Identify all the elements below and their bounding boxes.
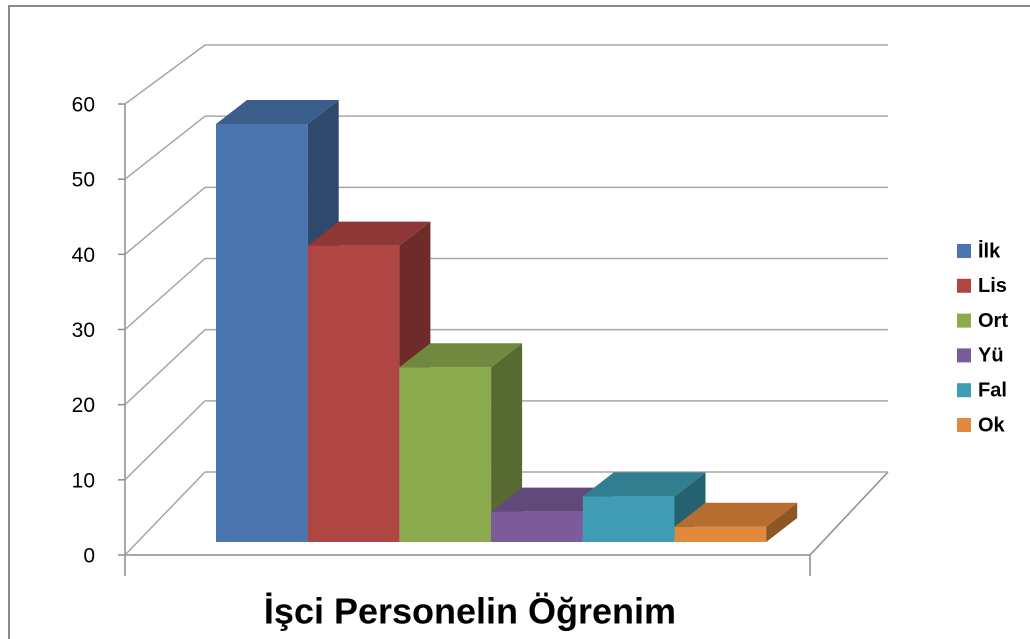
bar-front	[216, 124, 308, 542]
bar-front	[307, 245, 400, 542]
bar-side	[766, 502, 798, 542]
legend-label: Fal	[978, 379, 1007, 401]
grid-line	[124, 186, 206, 255]
bar-top	[674, 502, 798, 527]
grid-line	[124, 471, 206, 556]
bar-top	[216, 100, 339, 124]
y-tick-label: 20	[72, 394, 95, 417]
floor-right	[809, 471, 889, 556]
bar	[674, 502, 798, 542]
grid-line	[124, 115, 206, 180]
legend-swatch	[957, 418, 971, 432]
chart-border	[8, 5, 1030, 639]
grid-line	[124, 329, 206, 406]
bar-front	[399, 367, 492, 542]
legend-label: Ok	[978, 414, 1006, 436]
bar-front	[582, 496, 675, 542]
legend-label: Ort	[978, 310, 1008, 332]
legend-swatch	[957, 348, 971, 363]
bar-side	[491, 343, 523, 542]
y-tick-label: 40	[72, 244, 95, 267]
grid-line	[124, 44, 206, 105]
chart-title: İşci Personelin Öğrenim	[264, 591, 676, 632]
legend-swatch	[957, 278, 971, 293]
y-tick-label: 10	[72, 469, 95, 492]
legend-label: Yü	[978, 345, 1004, 367]
legend-label: Lis	[978, 275, 1007, 297]
grid-line	[124, 257, 206, 331]
grid-line	[124, 400, 206, 481]
bar	[399, 343, 523, 542]
bar-front	[491, 511, 583, 542]
bar-top	[399, 343, 523, 368]
y-tick-label: 30	[72, 319, 95, 342]
legend-swatch	[957, 244, 971, 258]
legend-label: İlk	[978, 239, 1001, 262]
y-tick-label: 0	[83, 545, 95, 568]
y-tick-label: 60	[72, 94, 95, 117]
bar-top	[307, 221, 431, 246]
legend-swatch	[957, 383, 971, 398]
legend-swatch	[957, 313, 971, 328]
bar-top	[582, 472, 706, 497]
y-tick-label: 50	[72, 169, 95, 192]
bar-front	[674, 526, 767, 542]
